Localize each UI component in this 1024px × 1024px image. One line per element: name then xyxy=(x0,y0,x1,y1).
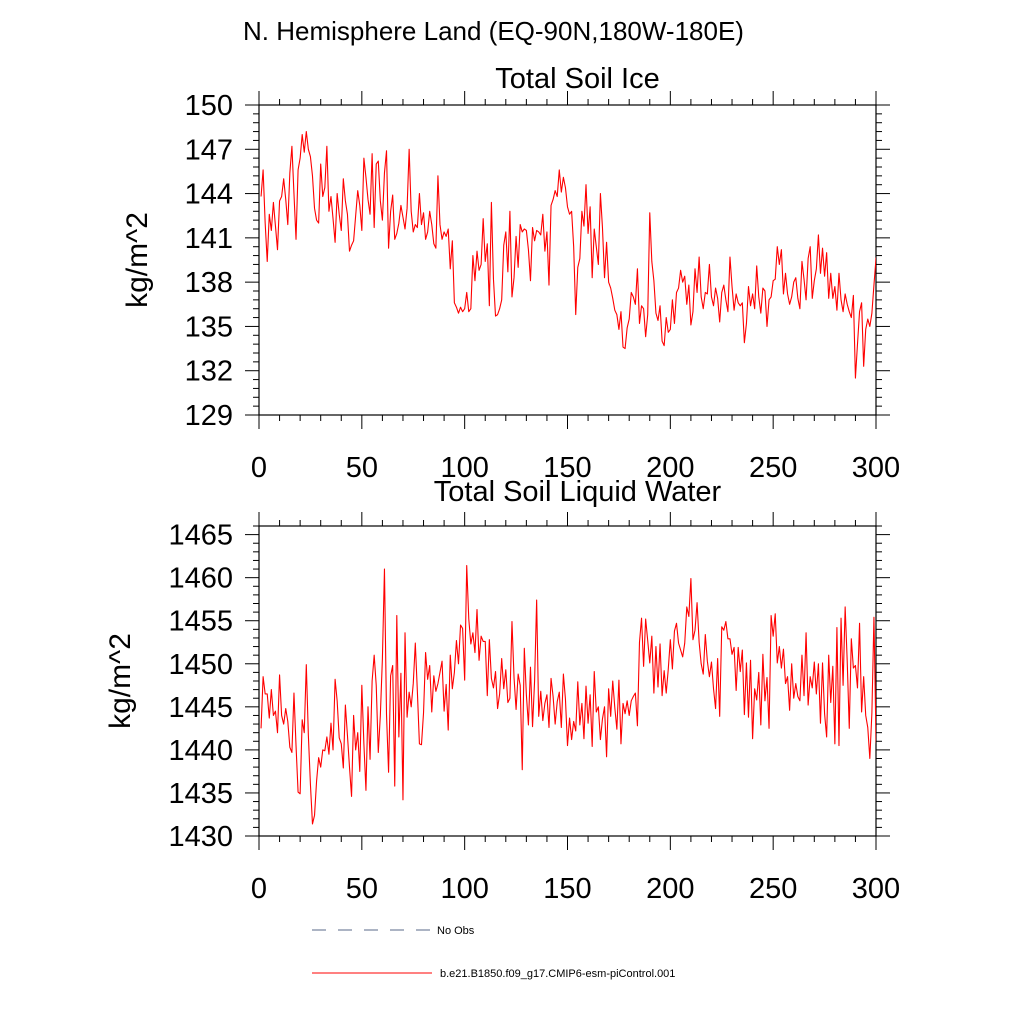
soil-liquid-water-ytick-label: 1450 xyxy=(168,649,233,681)
soil-liquid-water-series-line-0 xyxy=(260,565,876,825)
soil-ice-xtick-label: 250 xyxy=(749,452,797,484)
soil-liquid-water-ytick-label: 1465 xyxy=(168,520,233,552)
soil-ice-ytick-label: 132 xyxy=(185,356,233,388)
soil-ice-ytick-label: 135 xyxy=(185,311,233,343)
soil-ice-xtick-label: 150 xyxy=(543,452,591,484)
legend-model-label: b.e21.B1850.f09_g17.CMIP6-esm-piControl.… xyxy=(440,968,675,980)
legend-no-obs-label: No Obs xyxy=(437,925,475,937)
soil-liquid-water-ytick-label: 1445 xyxy=(168,692,233,724)
soil-liquid-water-xtick-label: 300 xyxy=(852,873,900,905)
soil-ice-xtick-label: 200 xyxy=(646,452,694,484)
legend: No Obs b.e21.B1850.f09_g17.CMIP6-esm-piC… xyxy=(312,925,675,980)
soil-ice-title: Total Soil Ice xyxy=(495,63,659,95)
soil-ice-xtick-label: 50 xyxy=(346,452,378,484)
soil-liquid-water-ytick-label: 1435 xyxy=(168,778,233,810)
soil-ice-ytick-label: 129 xyxy=(185,400,233,432)
soil-ice-xtick-label: 100 xyxy=(440,452,488,484)
soil-ice-ytick-label: 141 xyxy=(185,223,233,255)
soil-liquid-water-xtick-label: 150 xyxy=(543,873,591,905)
soil-liquid-water-title: Total Soil Liquid Water xyxy=(434,476,722,508)
soil-liquid-water-panel: Total Soil Liquid Water kg/m^2 0 50 100 150 20… xyxy=(104,476,900,905)
soil-liquid-water-xtick-label: 100 xyxy=(440,873,488,905)
soil-ice-ytick-label: 150 xyxy=(185,90,233,122)
soil-liquid-water-ytick-label: 1460 xyxy=(168,563,233,595)
soil-ice-ylabel: kg/m^2 xyxy=(121,212,154,308)
soil-ice-ytick-label: 138 xyxy=(185,267,233,299)
soil-liquid-water-xtick-label: 0 xyxy=(251,873,267,905)
soil-ice-xtick-label: 0 xyxy=(251,452,267,484)
soil-liquid-water-xtick-label: 50 xyxy=(346,873,378,905)
soil-liquid-water-ytick-label: 1430 xyxy=(168,821,233,853)
soil-ice-xtick-label: 300 xyxy=(852,452,900,484)
soil-liquid-water-ytick-label: 1455 xyxy=(168,606,233,638)
soil-ice-ytick-label: 147 xyxy=(185,134,233,166)
soil-liquid-water-ylabel: kg/m^2 xyxy=(104,633,137,729)
soil-ice-panel: Total Soil Ice kg/m^2 0 50 100 150 200 250 300 12… xyxy=(121,63,900,484)
soil-liquid-water-ytick-label: 1440 xyxy=(168,735,233,767)
soil-liquid-water-xtick-label: 200 xyxy=(646,873,694,905)
soil-liquid-water-xtick-label: 250 xyxy=(749,873,797,905)
soil-ice-ytick-label: 144 xyxy=(185,179,233,211)
soil-ice-series-line-0 xyxy=(260,131,876,379)
figure-suptitle: N. Hemisphere Land (EQ-90N,180W-180E) xyxy=(243,16,744,46)
soil-ice-plot-frame xyxy=(258,104,877,416)
